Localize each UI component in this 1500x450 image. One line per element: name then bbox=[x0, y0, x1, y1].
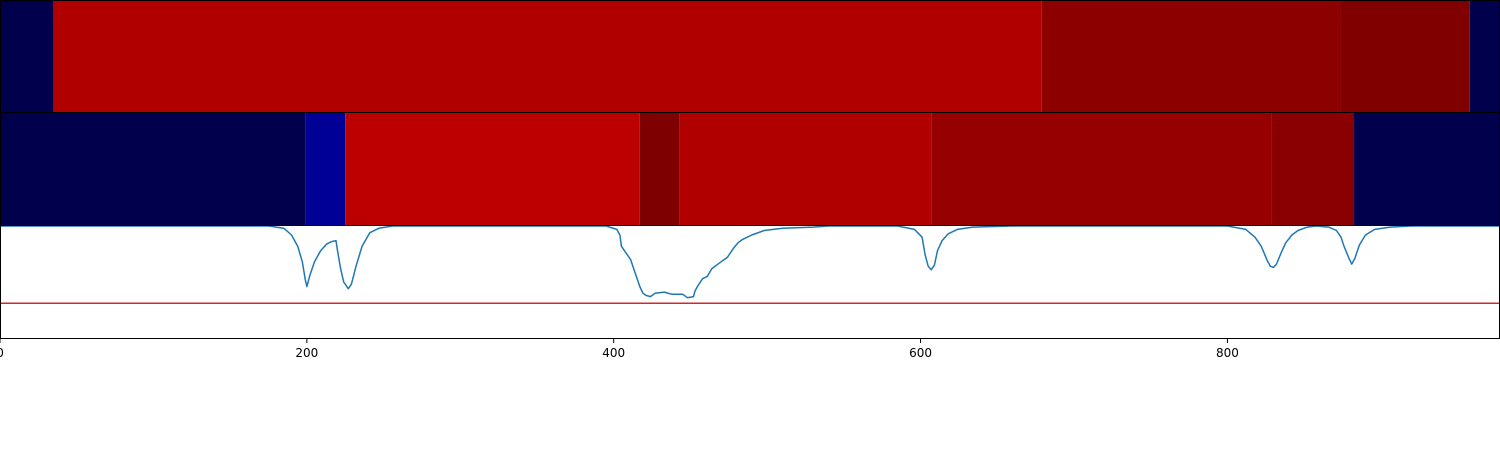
line-panel-background bbox=[0, 226, 1500, 338]
panel-2 bbox=[0, 112, 1500, 226]
x-tick-label-600: 600 bbox=[909, 346, 932, 360]
heatmap-segment-2-3 bbox=[345, 113, 640, 225]
heatmap-segment-1-3 bbox=[1041, 1, 1341, 112]
x-tick-label-200: 200 bbox=[295, 346, 318, 360]
series-line bbox=[0, 225, 1499, 299]
heatmap-segment-1-2 bbox=[53, 1, 1042, 112]
heatmap-segment-2-4 bbox=[639, 113, 680, 225]
heatmap-segment-2-1 bbox=[0, 113, 306, 225]
heatmap-segment-2-8 bbox=[1353, 113, 1499, 225]
panel-1 bbox=[0, 0, 1500, 113]
x-tick-label-800: 800 bbox=[1216, 346, 1239, 360]
heatmap-segment-1-1 bbox=[0, 1, 54, 112]
heatmap-segment-1-4 bbox=[1340, 1, 1470, 112]
plot-panels bbox=[0, 0, 1500, 339]
heatmap-segment-2-7 bbox=[1271, 113, 1354, 225]
heatmap-segment-2-6 bbox=[931, 113, 1272, 225]
x-tick-label-400: 400 bbox=[602, 346, 625, 360]
x-axis: 0 200 400 600 800 bbox=[0, 338, 1239, 360]
heatmap-segment-2-5 bbox=[679, 113, 932, 225]
panel-3 bbox=[0, 225, 1500, 339]
heatmap-segment-1-5 bbox=[1469, 1, 1499, 112]
heatmap-segment-2-2 bbox=[305, 113, 346, 225]
x-tick-label-0: 0 bbox=[0, 346, 4, 360]
